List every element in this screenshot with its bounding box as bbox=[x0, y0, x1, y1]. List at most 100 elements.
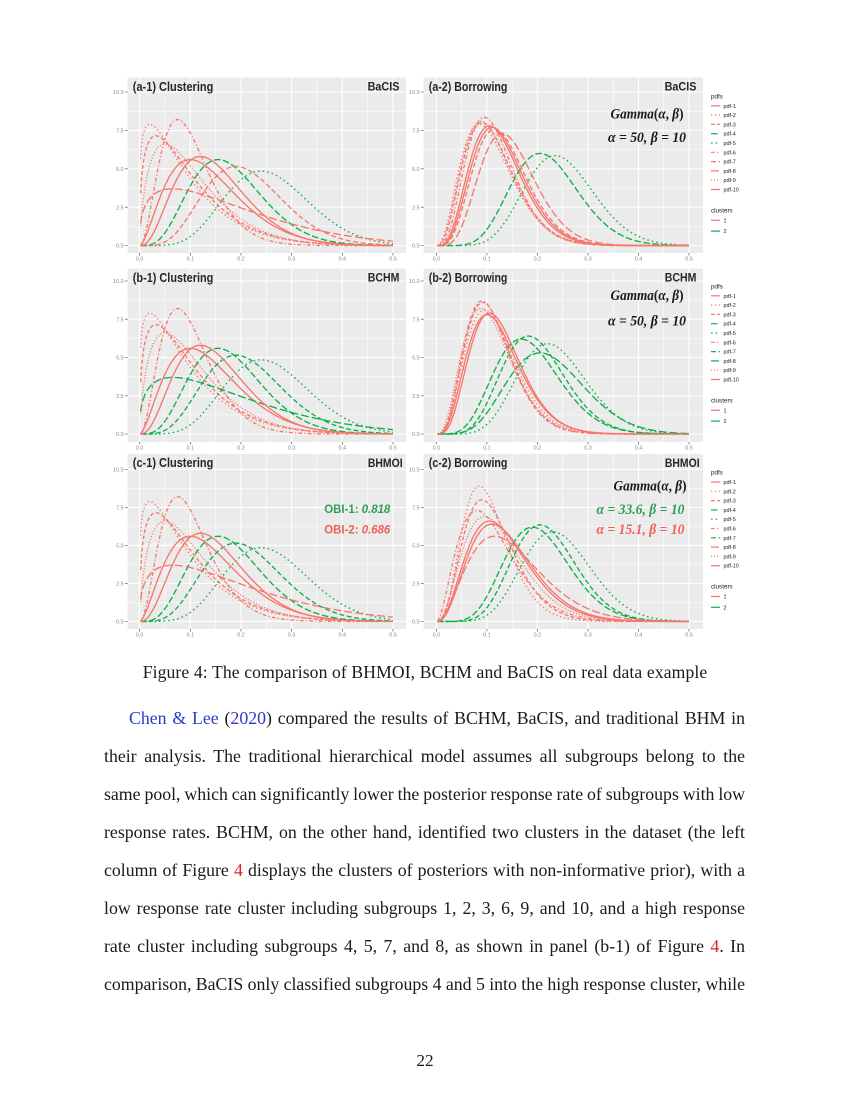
svg-text:0.4: 0.4 bbox=[635, 446, 643, 452]
svg-text:0.0: 0.0 bbox=[116, 432, 124, 438]
svg-text:clusters: clusters bbox=[711, 207, 733, 214]
svg-text:0.5: 0.5 bbox=[389, 633, 397, 639]
svg-text:pdfs: pdfs bbox=[711, 470, 723, 477]
svg-text:2.5: 2.5 bbox=[116, 582, 124, 588]
svg-text:5.0: 5.0 bbox=[116, 544, 124, 550]
svg-text:(b-1) Clustering: (b-1) Clustering bbox=[133, 270, 214, 285]
svg-text:BHMOI: BHMOI bbox=[368, 456, 403, 470]
svg-text:0.2: 0.2 bbox=[534, 633, 542, 639]
svg-text:α = 50, β = 10: α = 50, β = 10 bbox=[608, 314, 686, 330]
svg-text:0.0: 0.0 bbox=[412, 620, 420, 626]
svg-text:10.0: 10.0 bbox=[113, 279, 124, 285]
svg-text:0.0: 0.0 bbox=[412, 432, 420, 438]
svg-text:5.0: 5.0 bbox=[116, 167, 124, 173]
svg-text:pdf-4: pdf-4 bbox=[724, 508, 736, 514]
svg-text:10.0: 10.0 bbox=[409, 279, 420, 285]
svg-text:0.1: 0.1 bbox=[483, 257, 491, 263]
svg-text:0.0: 0.0 bbox=[433, 257, 441, 263]
svg-text:2.5: 2.5 bbox=[116, 394, 124, 400]
svg-text:pdf-9: pdf-9 bbox=[724, 554, 736, 560]
svg-text:0.2: 0.2 bbox=[534, 446, 542, 452]
svg-text:pdf-5: pdf-5 bbox=[724, 141, 736, 147]
svg-text:0.1: 0.1 bbox=[483, 446, 491, 452]
svg-text:pdf-4: pdf-4 bbox=[724, 132, 736, 138]
svg-text:0.5: 0.5 bbox=[685, 633, 693, 639]
svg-text:1: 1 bbox=[724, 218, 727, 224]
svg-text:0.0: 0.0 bbox=[412, 244, 420, 250]
svg-text:0.1: 0.1 bbox=[483, 633, 491, 639]
svg-text:0.4: 0.4 bbox=[635, 633, 643, 639]
svg-text:pdf-3: pdf-3 bbox=[724, 122, 736, 128]
svg-text:pdf-4: pdf-4 bbox=[724, 322, 736, 328]
svg-text:7.5: 7.5 bbox=[116, 317, 124, 323]
svg-text:BHMOI: BHMOI bbox=[665, 456, 700, 470]
svg-text:7.5: 7.5 bbox=[412, 129, 420, 135]
svg-text:5.0: 5.0 bbox=[412, 544, 420, 550]
svg-text:pdf-6: pdf-6 bbox=[724, 150, 736, 156]
svg-text:0.2: 0.2 bbox=[534, 257, 542, 263]
svg-text:clusters: clusters bbox=[711, 397, 733, 404]
svg-text:pdf-10: pdf-10 bbox=[724, 564, 739, 570]
svg-text:7.5: 7.5 bbox=[412, 506, 420, 512]
svg-text:OBI-1: 0.818: OBI-1: 0.818 bbox=[324, 502, 390, 516]
svg-text:pdf-7: pdf-7 bbox=[724, 536, 736, 542]
svg-text:pdf-3: pdf-3 bbox=[724, 312, 736, 318]
svg-text:0.0: 0.0 bbox=[116, 244, 124, 250]
svg-text:pdf-2: pdf-2 bbox=[724, 113, 736, 119]
svg-text:10.0: 10.0 bbox=[409, 468, 420, 474]
svg-text:2.5: 2.5 bbox=[412, 582, 420, 588]
svg-text:(a-1) Clustering: (a-1) Clustering bbox=[133, 79, 214, 94]
svg-text:0.3: 0.3 bbox=[288, 257, 296, 263]
svg-text:0.0: 0.0 bbox=[136, 633, 144, 639]
svg-text:2: 2 bbox=[724, 419, 727, 425]
svg-text:pdf-1: pdf-1 bbox=[724, 294, 736, 300]
svg-text:BCHM: BCHM bbox=[368, 271, 400, 285]
svg-text:BaCIS: BaCIS bbox=[368, 80, 400, 94]
svg-text:0.2: 0.2 bbox=[237, 257, 245, 263]
svg-text:Gamma(α, β): Gamma(α, β) bbox=[614, 479, 687, 495]
svg-text:10.0: 10.0 bbox=[113, 468, 124, 474]
svg-text:0.1: 0.1 bbox=[187, 633, 195, 639]
svg-text:pdf-5: pdf-5 bbox=[724, 517, 736, 523]
svg-text:0.4: 0.4 bbox=[339, 633, 347, 639]
svg-text:7.5: 7.5 bbox=[116, 506, 124, 512]
svg-text:0.5: 0.5 bbox=[685, 446, 693, 452]
svg-text:α = 50, β = 10: α = 50, β = 10 bbox=[608, 130, 686, 146]
svg-text:2: 2 bbox=[724, 605, 727, 611]
svg-text:BaCIS: BaCIS bbox=[665, 80, 697, 94]
svg-text:2: 2 bbox=[724, 229, 727, 235]
svg-text:0.3: 0.3 bbox=[584, 446, 592, 452]
svg-text:0.0: 0.0 bbox=[136, 257, 144, 263]
svg-text:(a-2) Borrowing: (a-2) Borrowing bbox=[429, 79, 508, 94]
svg-text:0.0: 0.0 bbox=[136, 446, 144, 452]
svg-text:0.0: 0.0 bbox=[433, 633, 441, 639]
svg-text:pdf-1: pdf-1 bbox=[724, 104, 736, 110]
svg-text:0.5: 0.5 bbox=[389, 446, 397, 452]
svg-text:1: 1 bbox=[724, 408, 727, 414]
svg-text:pdf-2: pdf-2 bbox=[724, 303, 736, 309]
svg-text:7.5: 7.5 bbox=[412, 317, 420, 323]
svg-text:pdf-8: pdf-8 bbox=[724, 169, 736, 175]
svg-text:α = 15.1, β = 10: α = 15.1, β = 10 bbox=[597, 522, 685, 538]
svg-text:pdf-10: pdf-10 bbox=[724, 188, 739, 194]
svg-text:(b-2) Borrowing: (b-2) Borrowing bbox=[429, 270, 508, 285]
svg-text:1: 1 bbox=[724, 595, 727, 601]
svg-text:pdf-3: pdf-3 bbox=[724, 499, 736, 505]
svg-text:0.3: 0.3 bbox=[288, 446, 296, 452]
svg-text:OBI-2: 0.686: OBI-2: 0.686 bbox=[324, 522, 390, 536]
svg-text:Gamma(α, β): Gamma(α, β) bbox=[611, 288, 684, 304]
svg-text:pdf-2: pdf-2 bbox=[724, 489, 736, 495]
svg-text:0.5: 0.5 bbox=[685, 257, 693, 263]
svg-text:2.5: 2.5 bbox=[116, 205, 124, 211]
svg-text:pdf-8: pdf-8 bbox=[724, 545, 736, 551]
svg-text:pdf-5: pdf-5 bbox=[724, 331, 736, 337]
svg-text:Gamma(α, β): Gamma(α, β) bbox=[611, 106, 684, 122]
svg-text:2.5: 2.5 bbox=[412, 394, 420, 400]
svg-text:0.3: 0.3 bbox=[584, 257, 592, 263]
svg-text:pdfs: pdfs bbox=[711, 93, 723, 100]
svg-text:α = 33.6, β = 10: α = 33.6, β = 10 bbox=[597, 502, 685, 518]
svg-text:0.3: 0.3 bbox=[584, 633, 592, 639]
svg-text:10.0: 10.0 bbox=[409, 90, 420, 96]
svg-text:pdf-6: pdf-6 bbox=[724, 340, 736, 346]
svg-text:pdf-7: pdf-7 bbox=[724, 350, 736, 356]
